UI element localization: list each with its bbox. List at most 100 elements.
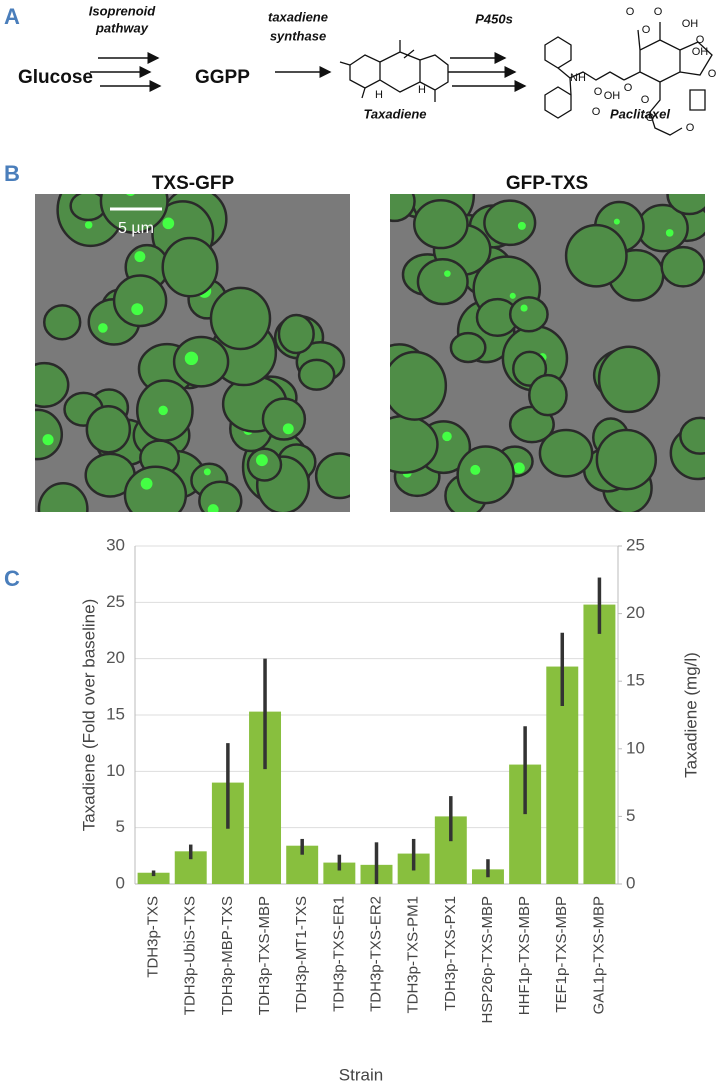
- x-tick-label: TDH3p-MT1-TXS: [293, 896, 310, 1013]
- spot: [203, 468, 211, 476]
- x-tick-label: HSP26p-TXS-MBP: [479, 896, 496, 1024]
- paclitaxel-structure: [544, 22, 713, 136]
- cell: [35, 408, 64, 461]
- spot: [509, 292, 516, 299]
- cell: [483, 199, 537, 247]
- y-tick-label: 15: [106, 704, 125, 723]
- taxadiene-structure: [339, 40, 449, 102]
- cell: [198, 480, 243, 512]
- spot: [419, 181, 426, 188]
- scale-label: 5 µm: [118, 220, 154, 237]
- cell: [42, 304, 82, 341]
- spot: [665, 229, 674, 237]
- atom: O: [696, 34, 705, 46]
- bar: [323, 862, 356, 884]
- spot: [613, 218, 620, 225]
- synthase-label: taxadiene: [268, 9, 328, 24]
- cell: [679, 416, 705, 455]
- atom: NH: [570, 72, 586, 84]
- y2-tick-label: 5: [626, 806, 635, 825]
- spot: [282, 423, 294, 435]
- y-tick-label: 10: [106, 761, 125, 780]
- atom: O: [594, 86, 603, 98]
- spot: [158, 405, 168, 416]
- spot: [42, 434, 54, 446]
- cell: [528, 373, 568, 417]
- glucose: Glucose: [18, 67, 93, 88]
- y-axis-title: Taxadiene (Fold over baseline): [79, 599, 98, 831]
- cell: [297, 358, 336, 391]
- spot: [134, 251, 146, 263]
- paclitaxel-label: Paclitaxel: [610, 106, 670, 121]
- atom: O: [686, 122, 695, 134]
- cell: [564, 223, 628, 288]
- p450-label: P450s: [475, 11, 513, 26]
- cell: [449, 331, 487, 364]
- cell: [112, 274, 168, 328]
- cell: [161, 236, 219, 298]
- spot: [84, 221, 93, 229]
- x-tick-label: TDH3p-MBP-TXS: [219, 896, 236, 1015]
- y-tick-label: 5: [116, 817, 125, 836]
- x-tick-label: GAL1p-TXS-MBP: [590, 896, 607, 1014]
- spot: [162, 217, 175, 230]
- bar: [137, 872, 170, 884]
- image-title: TXS-GFP: [152, 173, 235, 194]
- bar: [583, 604, 616, 884]
- pathway-label: Isoprenoid: [89, 3, 157, 18]
- cell: [85, 404, 132, 454]
- atom: O: [646, 112, 655, 124]
- arrows: [90, 52, 527, 92]
- y-tick-label: 25: [106, 592, 125, 611]
- y2-tick-label: 25: [626, 535, 645, 554]
- panel-label: C: [4, 566, 20, 591]
- spot: [444, 270, 451, 277]
- cell: [390, 194, 416, 223]
- synthase-label: synthase: [270, 28, 326, 43]
- y2-tick-label: 20: [626, 603, 645, 622]
- y2-tick-label: 15: [626, 671, 645, 690]
- y2-axis-title: Taxadiene (mg/l): [681, 652, 700, 778]
- cell: [413, 198, 469, 250]
- ggpp: GGPP: [195, 67, 250, 88]
- x-tick-label: TDH3p-UbiS-TXS: [182, 896, 199, 1015]
- y2-tick-label: 0: [626, 873, 635, 892]
- x-tick-label: TDH3p-TXS-PM1: [405, 896, 422, 1014]
- atom: O: [708, 68, 717, 80]
- image-title: GFP-TXS: [506, 173, 588, 194]
- spot: [131, 303, 144, 316]
- pathway-label: pathway: [95, 20, 149, 35]
- spot: [520, 304, 528, 312]
- x-tick-label: TDH3p-TXS-MBP: [256, 896, 273, 1015]
- cell: [277, 313, 315, 355]
- cell: [508, 296, 549, 333]
- cell: [595, 428, 658, 491]
- atom: OH: [682, 18, 699, 30]
- cell: [99, 194, 169, 234]
- panel-label: A: [4, 4, 20, 29]
- atom: O: [626, 6, 635, 18]
- y-tick-label: 20: [106, 648, 125, 667]
- atom: H: [375, 89, 383, 101]
- x-tick-label: TDH3p-TXS-PX1: [442, 896, 459, 1011]
- spot: [126, 194, 135, 196]
- atom: O: [641, 94, 650, 106]
- atom: O: [654, 6, 663, 18]
- cell: [37, 482, 89, 512]
- atom: H: [418, 84, 426, 96]
- cell: [666, 194, 705, 216]
- cell: [314, 452, 350, 500]
- taxadiene-label: Taxadiene: [363, 106, 426, 121]
- panel-label: B: [4, 161, 20, 186]
- atom: OH: [604, 90, 621, 102]
- y-tick-label: 30: [106, 535, 125, 554]
- cell: [261, 397, 307, 441]
- cell: [456, 445, 515, 505]
- spot: [255, 454, 268, 467]
- x-tick-label: TDH3p-TXS-ER2: [367, 896, 384, 1012]
- cell: [209, 286, 272, 351]
- spot: [207, 504, 219, 512]
- cells: [35, 194, 350, 512]
- spot: [184, 351, 199, 366]
